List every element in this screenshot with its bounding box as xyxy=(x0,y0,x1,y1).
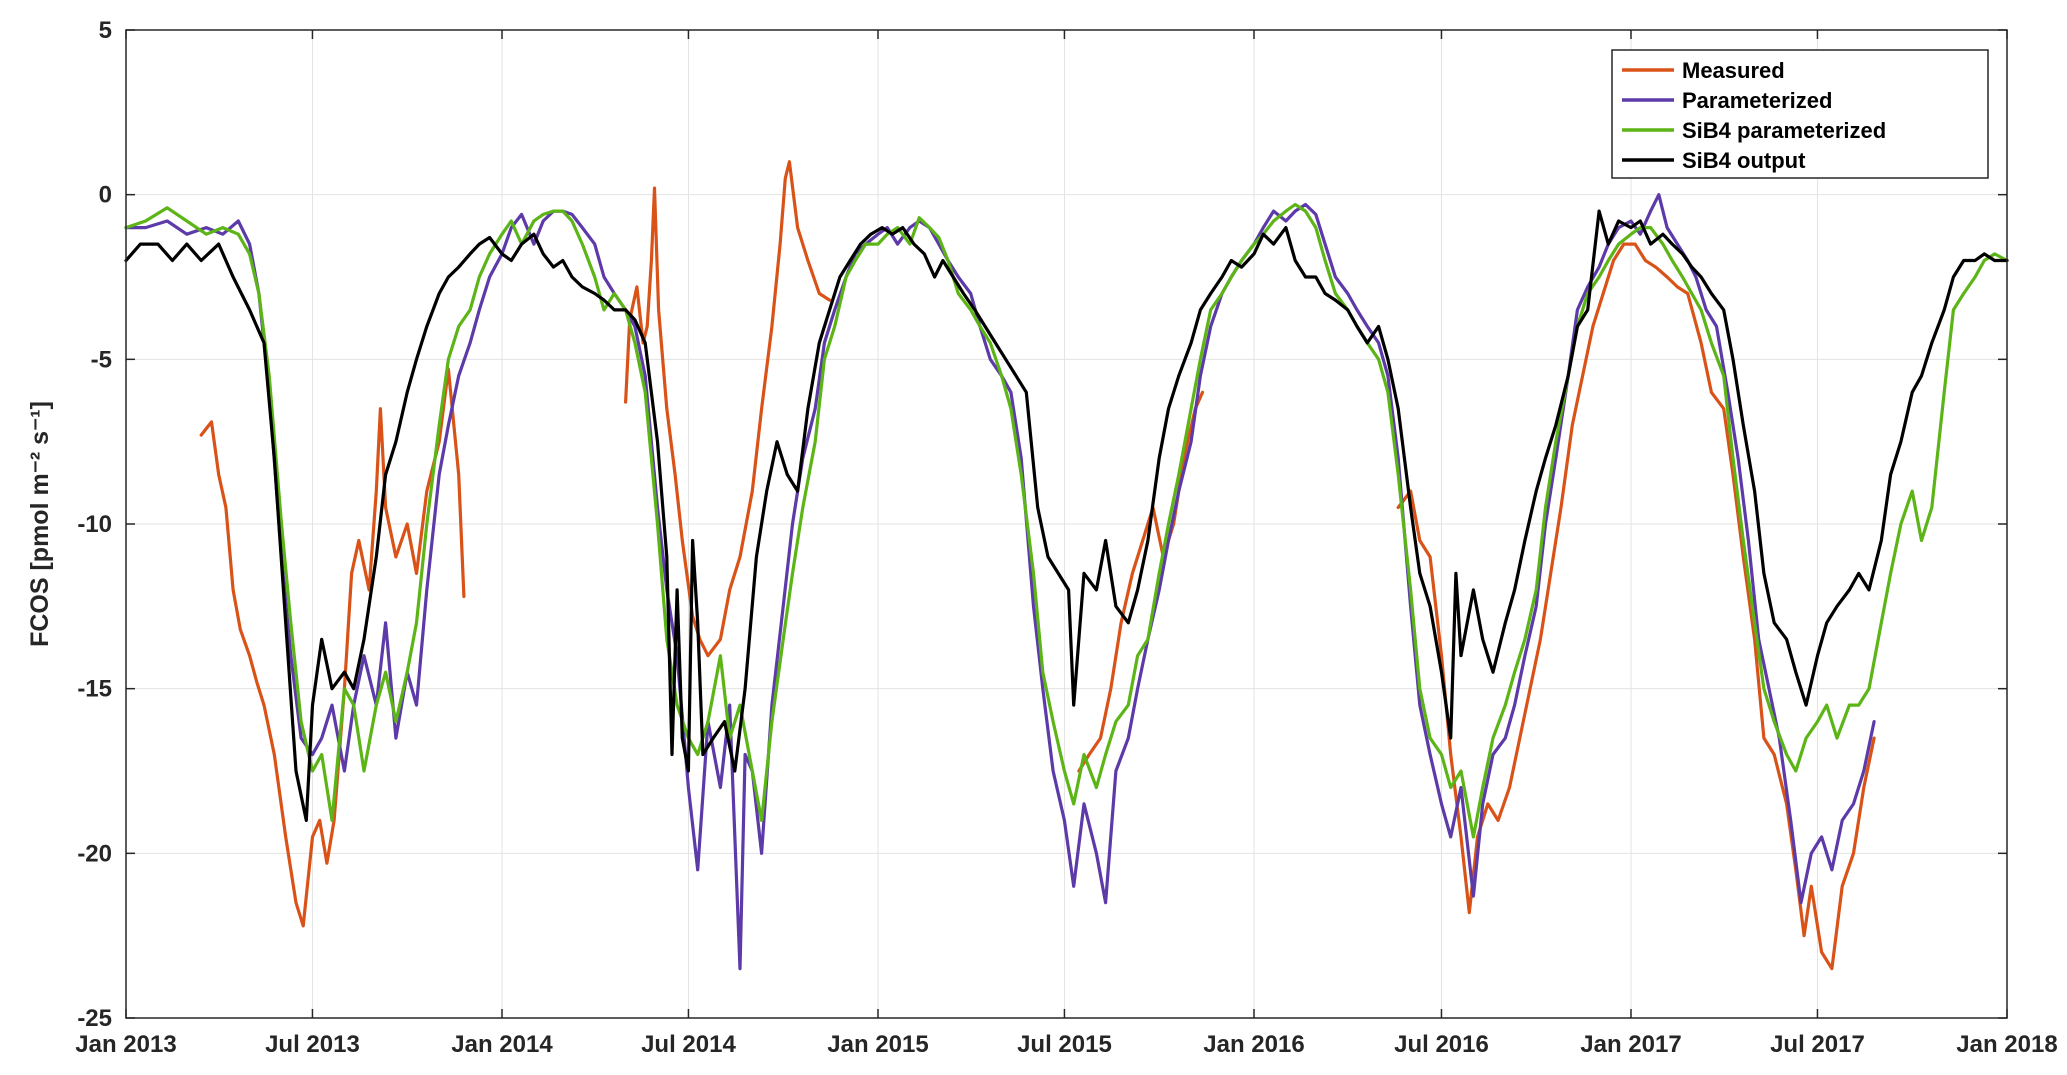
legend-box xyxy=(1611,49,1989,179)
x-tick-label: Jan 2017 xyxy=(1580,1031,1681,1058)
legend-label-sib4-output: SiB4 output xyxy=(1682,148,1806,173)
legend: Measured Parameterized SiB4 parameterized S… xyxy=(1611,49,1989,179)
x-tick-label: Jan 2018 xyxy=(1956,1031,2057,1058)
y-tick-label: 5 xyxy=(99,17,112,44)
x-tick-label: Jul 2015 xyxy=(1017,1031,1112,1058)
x-tick-label: Jul 2016 xyxy=(1394,1031,1489,1058)
series-line-parameterized xyxy=(124,193,1876,971)
series-line-sib4-output xyxy=(124,209,2009,823)
series-line-measured xyxy=(623,160,832,658)
legend-label-sib4-parameterized: SiB4 parameterized xyxy=(1682,118,1886,143)
x-tick-label: Jan 2015 xyxy=(827,1031,928,1058)
x-tick-label: Jul 2014 xyxy=(641,1031,736,1058)
x-tick-label: Jan 2016 xyxy=(1203,1031,1304,1058)
x-tick-label: Jul 2017 xyxy=(1770,1031,1865,1058)
x-tick-label: Jan 2013 xyxy=(75,1031,176,1058)
y-axis-label: FCOS [pmol m⁻² s⁻¹] xyxy=(26,401,54,647)
x-tick-label: Jul 2013 xyxy=(265,1031,360,1058)
series-line-measured xyxy=(1077,390,1205,773)
legend-label-parameterized: Parameterized xyxy=(1682,88,1832,113)
y-tick-label: -5 xyxy=(91,346,112,373)
y-tick-label: -10 xyxy=(77,511,112,538)
y-tick-label: 0 xyxy=(99,182,112,209)
series-line-measured xyxy=(199,367,466,928)
y-tick-label: -15 xyxy=(77,676,112,703)
x-tick-label: Jan 2014 xyxy=(451,1031,553,1058)
series-line-sib4-parameterized xyxy=(124,202,2009,839)
legend-label-measured: Measured xyxy=(1682,58,1785,83)
y-tick-label: -20 xyxy=(77,840,112,867)
y-tick-label: -25 xyxy=(77,1005,112,1032)
ticks: Jan 2013 Jul 2013 Jan 2014 Jul 2014 Jan 2015… xyxy=(75,17,2057,1058)
series-layer xyxy=(124,160,2009,971)
